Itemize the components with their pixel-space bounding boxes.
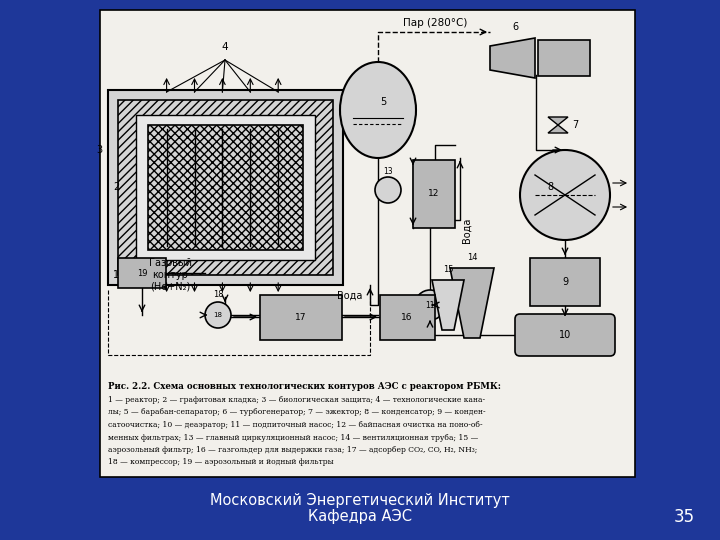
FancyBboxPatch shape: [136, 115, 315, 260]
Polygon shape: [490, 38, 535, 78]
Text: менных фильтрах; 13 — главный циркуляционный насос; 14 — вентиляционная труба; 1: менных фильтрах; 13 — главный циркуляцио…: [108, 434, 478, 442]
Circle shape: [205, 302, 231, 328]
Polygon shape: [450, 268, 494, 338]
Text: 8: 8: [547, 182, 553, 192]
Circle shape: [375, 177, 401, 203]
Text: Вода: Вода: [462, 217, 472, 242]
Text: 16: 16: [401, 313, 413, 321]
FancyBboxPatch shape: [108, 90, 343, 285]
Text: 9: 9: [562, 277, 568, 287]
Text: 6: 6: [512, 22, 518, 32]
FancyBboxPatch shape: [515, 314, 615, 356]
Text: 2: 2: [113, 182, 120, 192]
Text: 11: 11: [426, 300, 435, 309]
FancyBboxPatch shape: [530, 258, 600, 306]
Text: сатоочистка; 10 — деаэратор; 11 — подпиточный насос; 12 — байпасная очистка на п: сатоочистка; 10 — деаэратор; 11 — подпит…: [108, 421, 482, 429]
Text: 12: 12: [428, 190, 440, 199]
Circle shape: [520, 150, 610, 240]
FancyBboxPatch shape: [100, 10, 635, 477]
Text: 13: 13: [383, 167, 393, 176]
Text: 10: 10: [559, 330, 571, 340]
Text: 4: 4: [222, 42, 228, 52]
FancyBboxPatch shape: [413, 160, 455, 228]
Text: 15: 15: [443, 265, 454, 274]
Text: 14: 14: [467, 253, 477, 262]
Text: 19: 19: [137, 268, 148, 278]
Polygon shape: [432, 280, 464, 330]
Text: Вода: Вода: [337, 291, 363, 301]
Text: 18: 18: [214, 312, 222, 318]
Circle shape: [415, 290, 445, 320]
Text: 5: 5: [380, 97, 386, 107]
Polygon shape: [548, 125, 568, 133]
Text: 18 — компрессор; 19 — аэрозольный и йодный фильтры: 18 — компрессор; 19 — аэрозольный и йодн…: [108, 458, 333, 467]
Text: 17: 17: [295, 313, 307, 321]
FancyBboxPatch shape: [538, 40, 590, 76]
Text: Рис. 2.2. Схема основных технологических контуров АЭС с реактором РБМК:: Рис. 2.2. Схема основных технологических…: [108, 382, 501, 391]
Text: 7: 7: [572, 120, 578, 130]
Text: 1: 1: [113, 270, 119, 280]
Text: 1 — реактор; 2 — графитовая кладка; 3 — биологическая защита; 4 — технологически: 1 — реактор; 2 — графитовая кладка; 3 — …: [108, 396, 485, 404]
Text: лы; 5 — барабан-сепаратор; 6 — турбогенератор; 7 — эжектор; 8 — конденсатор; 9 —: лы; 5 — барабан-сепаратор; 6 — турбогене…: [108, 408, 485, 416]
FancyBboxPatch shape: [118, 100, 333, 275]
Text: 35: 35: [674, 508, 695, 526]
Text: Московский Энергетический Институт: Московский Энергетический Институт: [210, 492, 510, 508]
Text: аэрозольный фильтр; 16 — газгольдер для выдержки газа; 17 — адсорбер CO₂, CO, H₂: аэрозольный фильтр; 16 — газгольдер для …: [108, 446, 477, 454]
Text: Пар (280°С): Пар (280°С): [402, 18, 467, 28]
FancyBboxPatch shape: [148, 125, 303, 250]
Text: Газовый
контур
(He+N₂): Газовый контур (He+N₂): [148, 258, 192, 291]
Text: 3: 3: [96, 145, 102, 155]
FancyBboxPatch shape: [380, 295, 435, 340]
FancyBboxPatch shape: [260, 295, 342, 340]
Text: 18: 18: [212, 290, 223, 299]
Text: Кафедра АЭС: Кафедра АЭС: [308, 510, 412, 524]
Ellipse shape: [340, 62, 416, 158]
Polygon shape: [548, 117, 568, 125]
FancyBboxPatch shape: [118, 258, 166, 288]
